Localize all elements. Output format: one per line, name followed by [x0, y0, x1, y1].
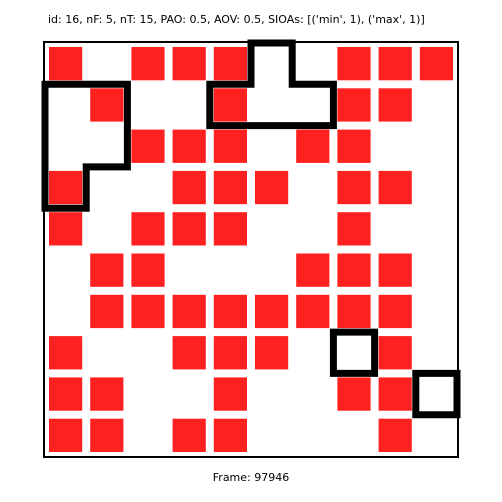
- red-cell-r0-c4[interactable]: [214, 47, 247, 80]
- red-cell-r0-c3[interactable]: [173, 47, 206, 80]
- red-cell-r5-c6[interactable]: [296, 254, 329, 287]
- red-cell-r6-c5[interactable]: [255, 295, 288, 328]
- red-cell-r0-c9[interactable]: [420, 47, 453, 80]
- red-cell-r5-c7[interactable]: [337, 254, 370, 287]
- red-cell-r1-c8[interactable]: [379, 88, 412, 121]
- red-cell-r8-c0[interactable]: [49, 377, 82, 410]
- red-cell-r2-c3[interactable]: [173, 130, 206, 163]
- red-cell-r0-c8[interactable]: [379, 47, 412, 80]
- header-title: id: 16, nF: 5, nT: 15, PAO: 0.5, AOV: 0.…: [48, 13, 425, 26]
- red-cell-r1-c1[interactable]: [90, 88, 123, 121]
- red-cell-r4-c0[interactable]: [49, 212, 82, 245]
- board-canvas[interactable]: [45, 43, 457, 456]
- red-cell-r3-c5[interactable]: [255, 171, 288, 204]
- red-cell-r3-c0[interactable]: [49, 171, 82, 204]
- red-cell-r4-c2[interactable]: [131, 212, 164, 245]
- red-cell-r9-c3[interactable]: [173, 419, 206, 452]
- red-cell-r8-c4[interactable]: [214, 377, 247, 410]
- red-cell-r2-c4[interactable]: [214, 130, 247, 163]
- red-cell-r4-c3[interactable]: [173, 212, 206, 245]
- red-cell-r3-c7[interactable]: [337, 171, 370, 204]
- red-cell-r7-c0[interactable]: [49, 336, 82, 369]
- red-cell-r0-c2[interactable]: [131, 47, 164, 80]
- red-cell-r6-c1[interactable]: [90, 295, 123, 328]
- red-cell-r6-c3[interactable]: [173, 295, 206, 328]
- red-cell-r3-c8[interactable]: [379, 171, 412, 204]
- small-ring-outline: [333, 332, 374, 373]
- red-cell-r8-c7[interactable]: [337, 377, 370, 410]
- red-cell-r0-c0[interactable]: [49, 47, 82, 80]
- red-cell-r2-c2[interactable]: [131, 130, 164, 163]
- red-cell-r5-c8[interactable]: [379, 254, 412, 287]
- red-cell-r3-c4[interactable]: [214, 171, 247, 204]
- red-cell-r9-c1[interactable]: [90, 419, 123, 452]
- red-cell-r9-c4[interactable]: [214, 419, 247, 452]
- frame-label: Frame: 97946: [0, 471, 502, 484]
- red-cell-r4-c7[interactable]: [337, 212, 370, 245]
- red-cell-r1-c7[interactable]: [337, 88, 370, 121]
- red-cell-r6-c6[interactable]: [296, 295, 329, 328]
- red-cell-r4-c4[interactable]: [214, 212, 247, 245]
- red-cell-r7-c3[interactable]: [173, 336, 206, 369]
- red-cell-r5-c2[interactable]: [131, 254, 164, 287]
- red-cell-r9-c8[interactable]: [379, 419, 412, 452]
- right-edge-region-outline: [416, 373, 457, 414]
- red-cell-r6-c7[interactable]: [337, 295, 370, 328]
- red-cell-r7-c4[interactable]: [214, 336, 247, 369]
- red-cell-r6-c2[interactable]: [131, 295, 164, 328]
- red-cell-r8-c1[interactable]: [90, 377, 123, 410]
- game-board[interactable]: [43, 41, 459, 458]
- red-cell-r7-c5[interactable]: [255, 336, 288, 369]
- red-cell-r6-c8[interactable]: [379, 295, 412, 328]
- red-cell-r3-c3[interactable]: [173, 171, 206, 204]
- red-cell-r0-c7[interactable]: [337, 47, 370, 80]
- red-cell-r1-c4[interactable]: [214, 88, 247, 121]
- red-cell-r6-c4[interactable]: [214, 295, 247, 328]
- red-cell-r2-c6[interactable]: [296, 130, 329, 163]
- red-cell-r5-c1[interactable]: [90, 254, 123, 287]
- red-cell-r2-c7[interactable]: [337, 130, 370, 163]
- red-cell-r7-c8[interactable]: [379, 336, 412, 369]
- red-cell-r9-c0[interactable]: [49, 419, 82, 452]
- red-cell-r8-c8[interactable]: [379, 377, 412, 410]
